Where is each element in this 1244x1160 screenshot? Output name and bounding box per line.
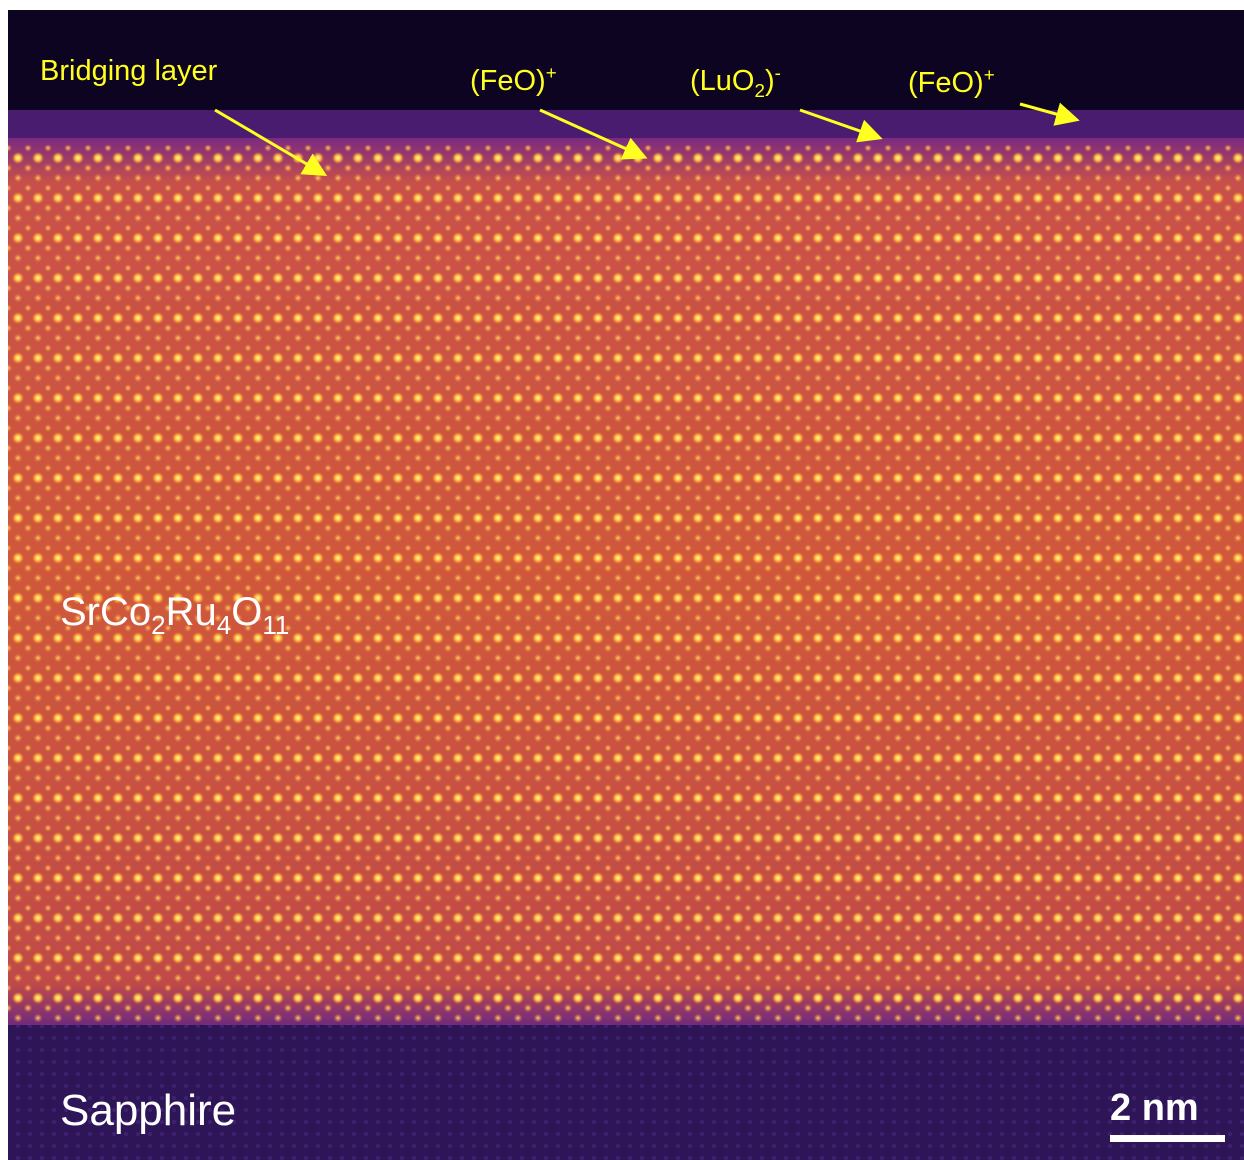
micrograph: Bridging layer(FeO)+(LuO2)-(FeO)+SrCo2Ru… bbox=[0, 0, 1244, 1160]
lattice bbox=[8, 145, 1244, 1025]
label-text: SrCo bbox=[60, 590, 151, 634]
annotation: (LuO2)- bbox=[690, 62, 781, 101]
annotation: Bridging layer bbox=[40, 55, 218, 87]
scale-bar bbox=[1110, 1135, 1225, 1142]
scale-label: 2 nm bbox=[1110, 1087, 1199, 1129]
label-text: Bridging layer bbox=[40, 55, 218, 87]
label-text: O bbox=[231, 590, 262, 634]
label-text: (LuO bbox=[690, 65, 754, 97]
label-text: ) bbox=[765, 65, 775, 97]
substrate-label: Sapphire bbox=[60, 1086, 236, 1135]
annotation: (FeO)+ bbox=[470, 62, 557, 97]
film-label: SrCo2Ru4O11 bbox=[60, 590, 289, 640]
label-sub: 4 bbox=[217, 610, 231, 640]
label-text: (FeO) bbox=[908, 67, 984, 99]
label-text: Ru bbox=[166, 590, 217, 634]
label-text: 2 nm bbox=[1110, 1087, 1199, 1129]
label-text: Sapphire bbox=[60, 1086, 236, 1135]
annotation: (FeO)+ bbox=[908, 64, 995, 99]
label-sub: 11 bbox=[262, 610, 289, 640]
label-sup: + bbox=[546, 62, 557, 83]
label-sup: - bbox=[775, 62, 781, 83]
label-sup: + bbox=[984, 64, 995, 85]
label-sub: 2 bbox=[754, 80, 764, 101]
label-sub: 2 bbox=[151, 610, 165, 640]
label-text: (FeO) bbox=[470, 65, 546, 97]
